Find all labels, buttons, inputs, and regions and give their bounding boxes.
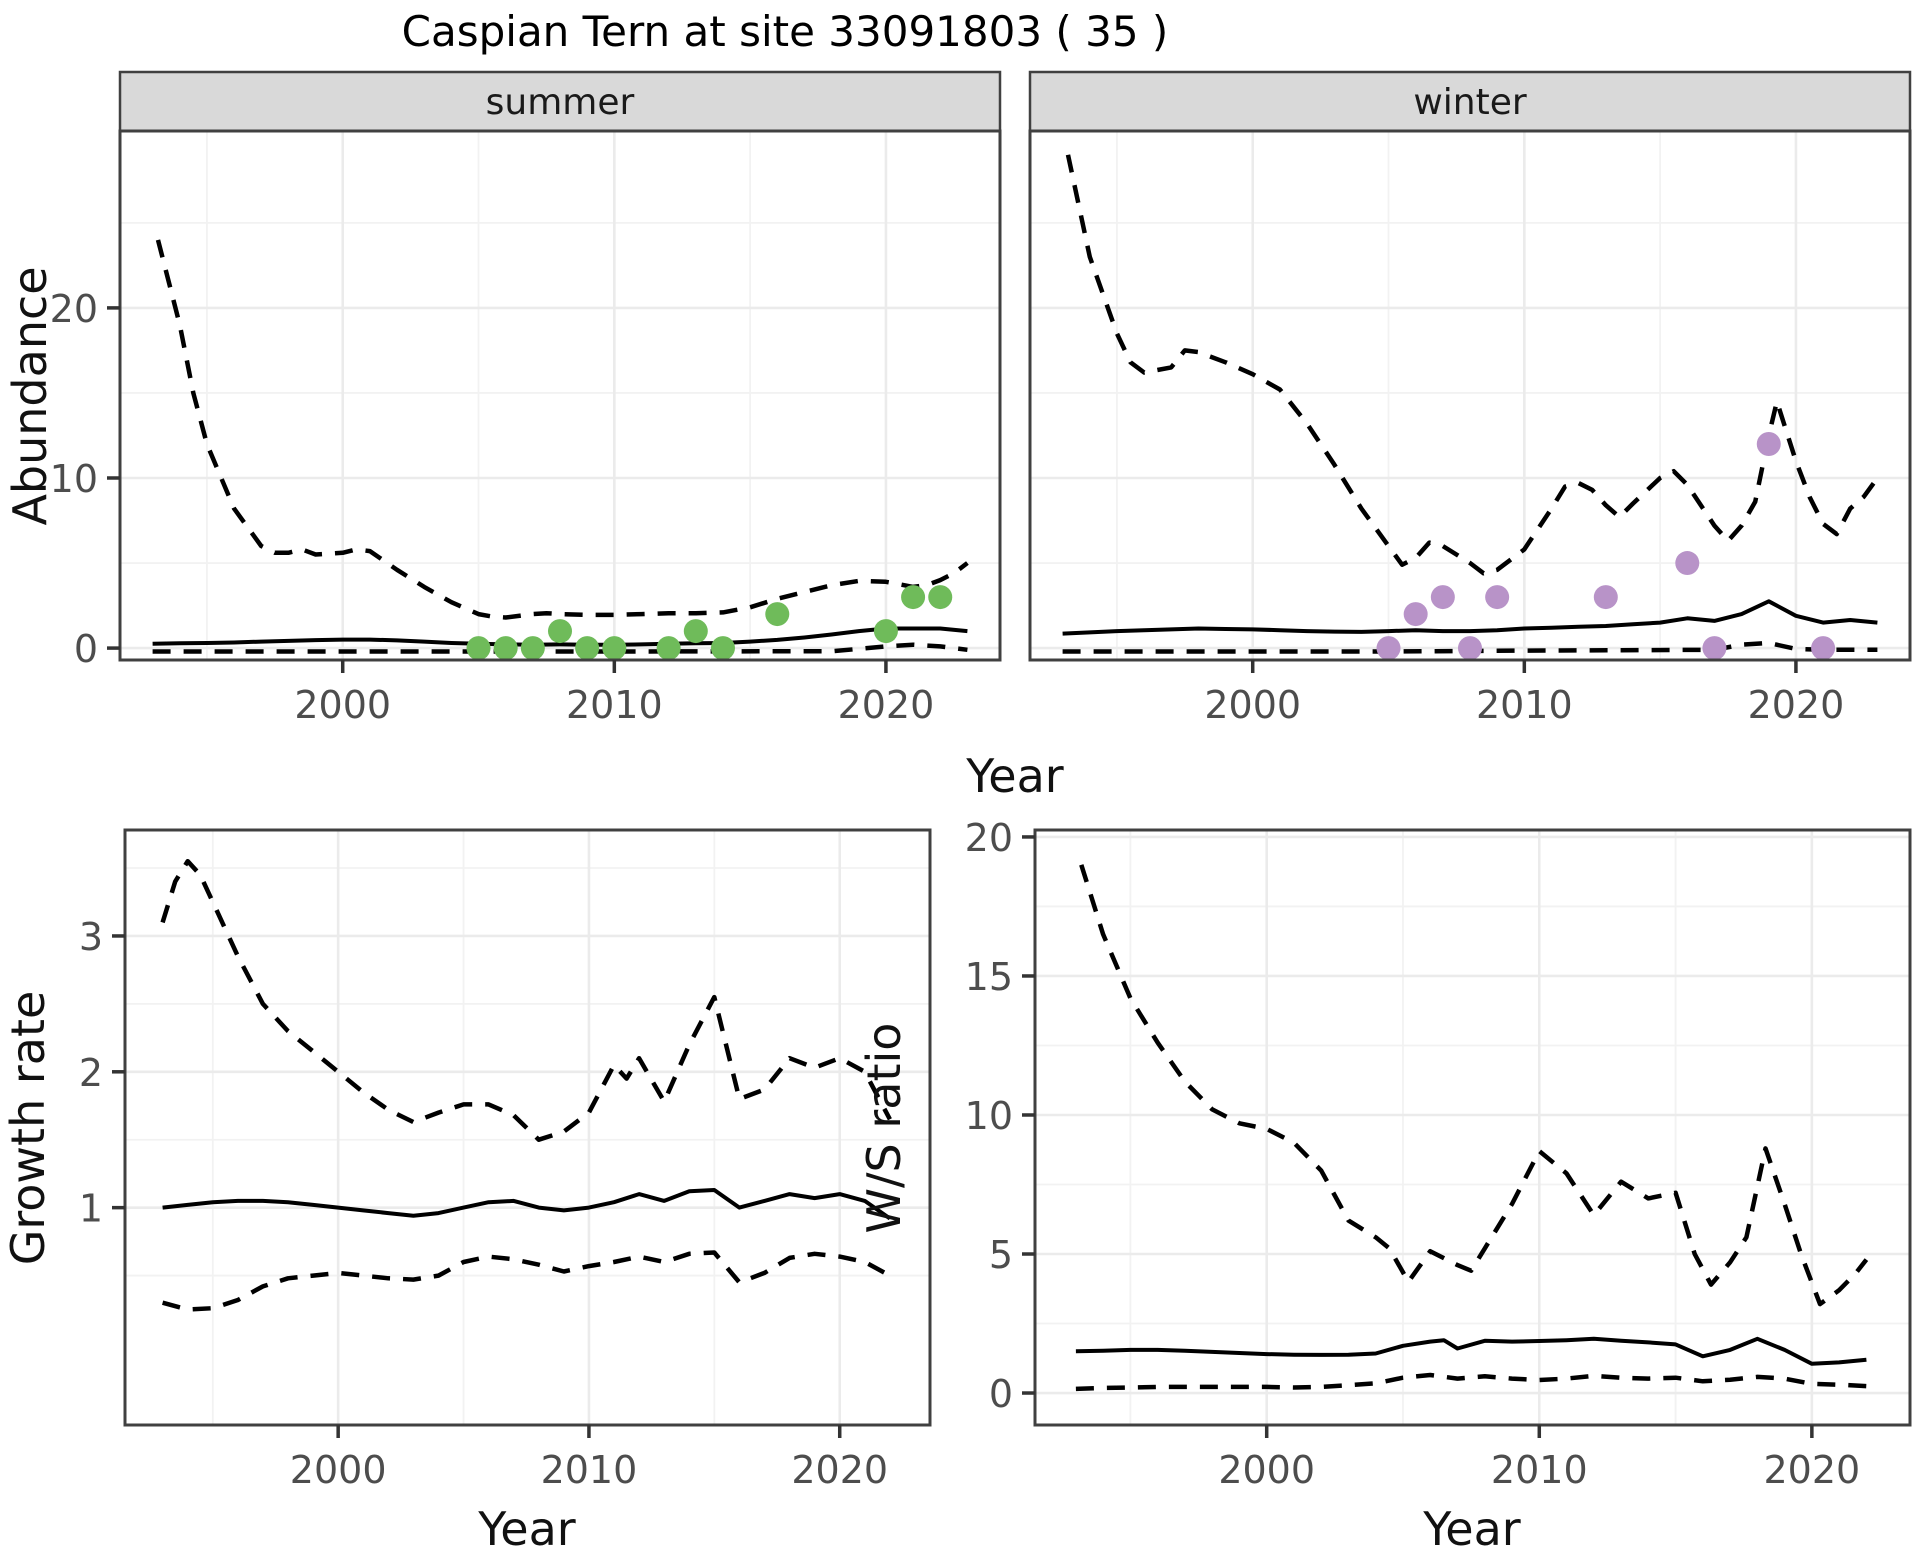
facet-strip-summer-label: summer xyxy=(486,82,635,123)
abundance-winter-median-line xyxy=(1062,599,1878,636)
x-axis-title-year-ws: Year xyxy=(1422,1502,1520,1556)
x-axis-title-year-growth: Year xyxy=(477,1502,575,1556)
facet-strip-winter-label: winter xyxy=(1413,82,1527,123)
abundance-winter-observed-counts-point xyxy=(1403,602,1428,627)
abundance-winter-observed-counts-point xyxy=(1458,636,1482,661)
growth-rate-y-tick-label: 2 xyxy=(79,1051,103,1095)
abundance-summer-observed-counts-point xyxy=(548,619,572,644)
facet-strip-summer: summer xyxy=(118,70,1002,133)
abundance-summer-median-line xyxy=(152,626,968,647)
abundance-summer-y-tick-label: 20 xyxy=(50,287,98,331)
ws-ratio-y-tick-label: 5 xyxy=(989,1233,1013,1277)
abundance-summer-observed-counts-point xyxy=(928,585,953,610)
ws-ratio-upper-95ci-line xyxy=(1079,864,1869,1307)
growth-rate-median-line xyxy=(162,1188,892,1221)
abundance-winter-observed-counts-point xyxy=(1756,431,1781,456)
abundance-summer-observed-counts-point xyxy=(901,585,926,610)
abundance-summer-observed-counts-point xyxy=(602,636,627,661)
ws-ratio-y-tick-label: 15 xyxy=(965,955,1013,999)
abundance-winter-x-tick-label: 2010 xyxy=(1476,683,1573,727)
ws-ratio-median-line xyxy=(1075,1336,1867,1366)
abundance-summer-lower-95ci-line xyxy=(152,642,968,654)
abundance-summer-x-tick-label: 2010 xyxy=(566,683,663,727)
panel-ws-ratio: 2000 2010 2020 0 5 10 15 20 xyxy=(965,816,1912,1492)
ws-ratio-lower-95ci-line xyxy=(1075,1372,1867,1392)
y-axis-title-abundance: Abundance xyxy=(3,266,57,525)
abundance-summer-observed-counts-point xyxy=(873,619,898,644)
facet-strip-winter: winter xyxy=(1028,70,1912,133)
abundance-winter-observed-counts-point xyxy=(1376,636,1401,661)
abundance-winter-upper-95ci-line xyxy=(1065,154,1880,576)
abundance-winter-observed-counts-point xyxy=(1811,636,1836,661)
abundance-winter-observed-counts-point xyxy=(1485,585,1510,610)
ws-ratio-x-tick-label: 2020 xyxy=(1764,1448,1861,1492)
panel-abundance-winter: 2000 2010 2020 xyxy=(1028,129,1912,727)
abundance-winter-x-tick-label: 2020 xyxy=(1748,683,1845,727)
growth-rate-upper-95ci-line xyxy=(160,858,892,1142)
abundance-summer-y-tick-label: 10 xyxy=(50,457,98,501)
figure-title: Caspian Tern at site 33091803 ( 35 ) xyxy=(402,7,1169,56)
abundance-winter-observed-counts-point xyxy=(1593,585,1618,610)
abundance-summer-x-tick-label: 2020 xyxy=(838,683,935,727)
y-axis-title-growth-rate: Growth rate xyxy=(1,991,55,1266)
abundance-summer-observed-counts-point xyxy=(710,636,735,661)
growth-rate-x-tick-label: 2000 xyxy=(290,1448,387,1492)
panel-abundance-summer: 2000 2010 2020 0 10 20 xyxy=(50,129,1002,727)
abundance-winter-observed-counts-point xyxy=(1702,636,1727,661)
growth-rate-lower-95ci-line xyxy=(162,1250,891,1312)
abundance-summer-observed-counts-point xyxy=(656,636,681,661)
abundance-winter-x-tick-label: 2000 xyxy=(1204,683,1301,727)
abundance-summer-x-tick-label: 2000 xyxy=(294,683,391,727)
x-axis-title-year-top: Year xyxy=(965,749,1063,803)
abundance-summer-observed-counts-point xyxy=(575,636,600,661)
abundance-summer-observed-counts-point xyxy=(493,636,518,661)
y-axis-title-ws-ratio: W/S ratio xyxy=(857,1023,911,1234)
abundance-summer-observed-counts-point xyxy=(520,636,545,661)
growth-rate-y-tick-label: 3 xyxy=(79,915,103,959)
abundance-winter-observed-counts-point xyxy=(1430,585,1455,610)
growth-rate-x-tick-label: 2010 xyxy=(541,1448,638,1492)
abundance-winter-observed-counts-point xyxy=(1675,551,1700,576)
abundance-summer-observed-counts-point xyxy=(765,602,790,627)
ws-ratio-y-tick-label: 0 xyxy=(989,1372,1013,1416)
ws-ratio-y-tick-label: 20 xyxy=(965,816,1013,860)
growth-rate-y-tick-label: 1 xyxy=(79,1187,103,1231)
abundance-summer-observed-counts-point xyxy=(683,619,708,644)
growth-rate-x-tick-label: 2020 xyxy=(791,1448,888,1492)
abundance-summer-upper-95ci-line xyxy=(155,239,969,620)
panel-growth-rate: 2000 2010 2020 1 2 3 xyxy=(79,828,932,1492)
ws-ratio-x-tick-label: 2010 xyxy=(1491,1448,1588,1492)
abundance-summer-y-tick-label: 0 xyxy=(74,627,98,671)
abundance-summer-observed-counts-point xyxy=(466,636,491,661)
ws-ratio-y-tick-label: 10 xyxy=(965,1094,1013,1138)
ws-ratio-x-tick-label: 2000 xyxy=(1218,1448,1315,1492)
